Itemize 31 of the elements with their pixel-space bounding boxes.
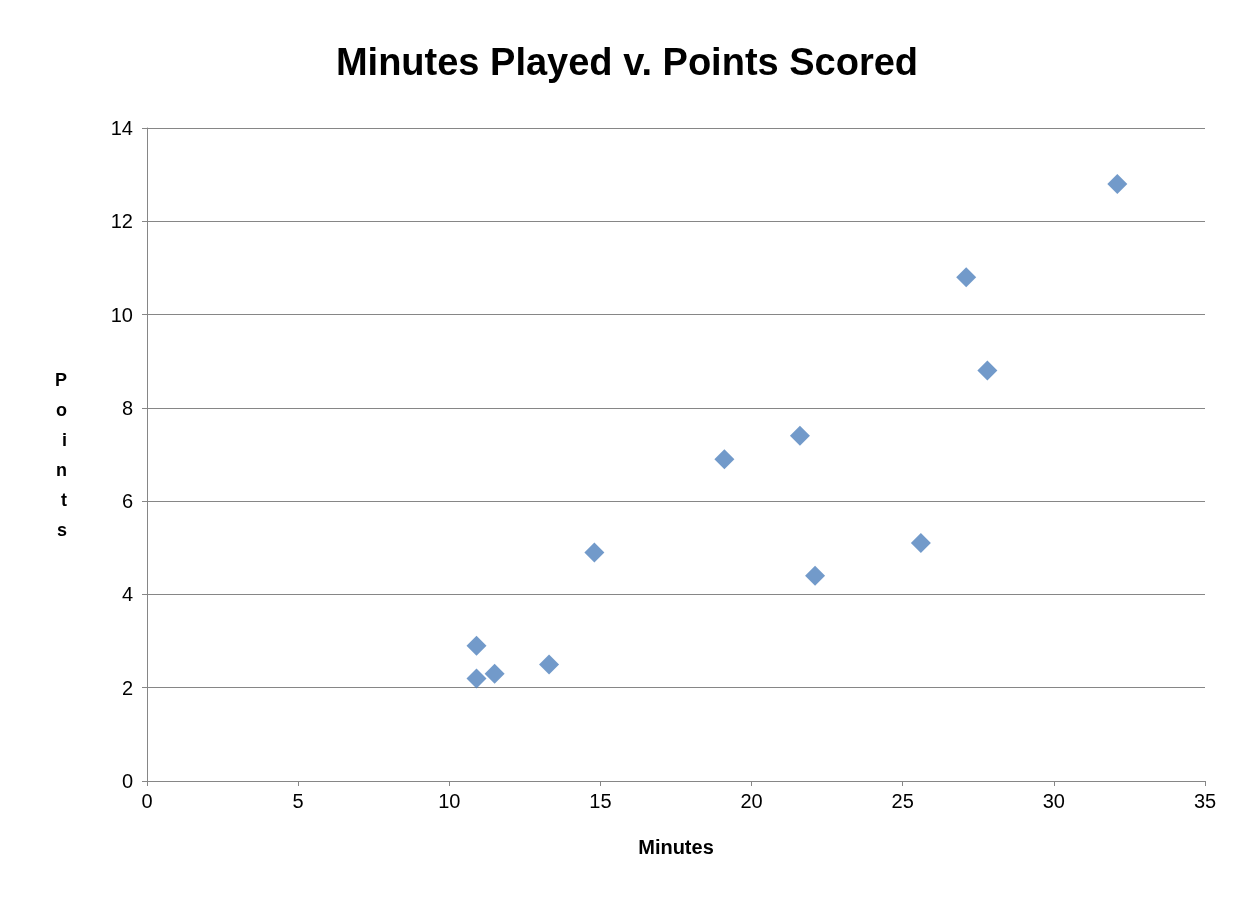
y-tick-label: 14 bbox=[110, 117, 133, 139]
point bbox=[484, 663, 505, 684]
x-tick-label: 35 bbox=[1193, 790, 1217, 812]
x-tick-label: 25 bbox=[891, 790, 914, 812]
point bbox=[584, 542, 605, 563]
y-tick-label: 10 bbox=[110, 303, 133, 326]
point bbox=[910, 533, 931, 554]
x-tick-label: 20 bbox=[740, 790, 763, 812]
point bbox=[1107, 173, 1128, 194]
x-axis-title: Minutes bbox=[638, 836, 714, 858]
chart-title: Minutes Played v. Points Scored bbox=[335, 41, 919, 83]
point bbox=[789, 425, 810, 446]
x-tick-label: 30 bbox=[1042, 790, 1065, 812]
x-tick-label: 15 bbox=[589, 790, 612, 812]
point bbox=[977, 360, 998, 381]
x-tick-label: 5 bbox=[292, 790, 304, 812]
point bbox=[714, 449, 735, 470]
y-tick-label: 6 bbox=[121, 490, 133, 513]
point bbox=[956, 267, 977, 288]
y-axis-title: Points bbox=[54, 369, 67, 540]
point bbox=[466, 635, 487, 656]
y-tick-label: 0 bbox=[121, 770, 133, 792]
point bbox=[539, 654, 560, 675]
x-tick-label: 0 bbox=[141, 790, 153, 812]
y-tick-label: 8 bbox=[121, 396, 133, 419]
point bbox=[805, 565, 826, 586]
y-tick-label: 4 bbox=[121, 583, 133, 606]
y-tick-label: 12 bbox=[110, 210, 133, 233]
point bbox=[466, 668, 487, 689]
y-tick-label: 2 bbox=[121, 676, 133, 699]
x-tick-label: 10 bbox=[438, 790, 461, 812]
